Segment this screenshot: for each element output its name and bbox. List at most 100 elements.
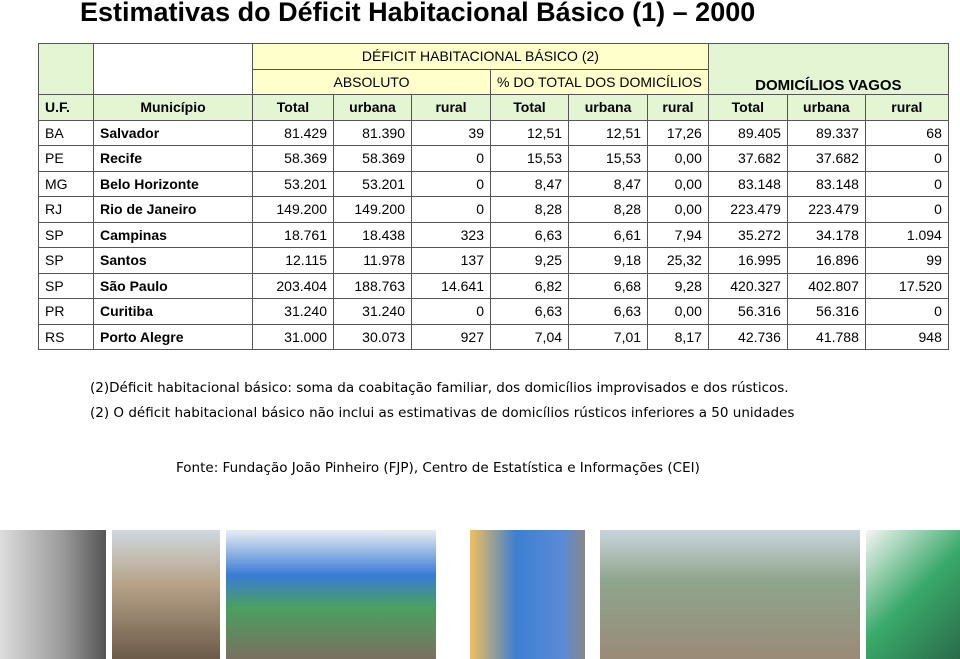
uf: SP — [38, 221, 94, 248]
municipio: Rio de Janeiro — [93, 196, 253, 223]
uf: SP — [38, 272, 94, 299]
photo — [470, 530, 585, 659]
value: 8,47 — [489, 170, 570, 197]
photo — [226, 530, 436, 659]
value: 9,25 — [489, 247, 570, 274]
value: 12,51 — [568, 119, 649, 146]
value: 15,53 — [489, 145, 570, 172]
value: 31.240 — [333, 298, 412, 325]
column-header: U.F. — [38, 94, 94, 121]
value: 0,00 — [647, 145, 709, 172]
value: 41.788 — [786, 323, 866, 350]
value: 0,00 — [647, 298, 709, 325]
value: 89.405 — [707, 119, 788, 146]
value: 203.404 — [252, 272, 334, 299]
value: 83.148 — [707, 170, 788, 197]
value: 37.682 — [707, 145, 788, 172]
value: 0,00 — [647, 196, 709, 223]
value: 8,17 — [647, 323, 709, 350]
value: 927 — [411, 323, 491, 350]
value: 34.178 — [786, 221, 866, 248]
value: 0 — [411, 170, 491, 197]
value: 149.200 — [252, 196, 334, 223]
value: 1.094 — [864, 221, 949, 248]
column-header: rural — [864, 94, 949, 121]
value: 0 — [411, 298, 491, 325]
column-header: rural — [647, 94, 709, 121]
value: 6,63 — [568, 298, 649, 325]
uf: PR — [38, 298, 94, 325]
value: 17,26 — [647, 119, 709, 146]
photo — [112, 530, 220, 659]
header-blank — [93, 43, 253, 95]
value: 0 — [864, 196, 949, 223]
value: 99 — [864, 247, 949, 274]
value: 12.115 — [252, 247, 334, 274]
value: 8,47 — [568, 170, 649, 197]
municipio: Belo Horizonte — [93, 170, 253, 197]
value: 0,00 — [647, 170, 709, 197]
value: 16.995 — [707, 247, 788, 274]
value: 58.369 — [252, 145, 334, 172]
value: 188.763 — [333, 272, 412, 299]
value: 9,28 — [647, 272, 709, 299]
value: 0 — [411, 196, 491, 223]
photo — [866, 530, 960, 659]
value: 0 — [864, 170, 949, 197]
column-header: Município — [93, 94, 253, 121]
value: 8,28 — [489, 196, 570, 223]
value: 149.200 — [333, 196, 412, 223]
value: 223.479 — [707, 196, 788, 223]
value: 37.682 — [786, 145, 866, 172]
value: 8,28 — [568, 196, 649, 223]
group-header: DÉFICIT HABITACIONAL BÁSICO (2) — [252, 43, 709, 70]
uf: BA — [38, 119, 94, 146]
value: 58.369 — [333, 145, 412, 172]
value: 18.761 — [252, 221, 334, 248]
municipio: Campinas — [93, 221, 253, 248]
value: 81.429 — [252, 119, 334, 146]
municipio: Santos — [93, 247, 253, 274]
value: 68 — [864, 119, 949, 146]
value: 39 — [411, 119, 491, 146]
value: 18.438 — [333, 221, 412, 248]
header-blank — [38, 43, 94, 95]
sub-header: ABSOLUTO — [252, 68, 491, 95]
value: 81.390 — [333, 119, 412, 146]
value: 83.148 — [786, 170, 866, 197]
value: 9,18 — [568, 247, 649, 274]
value: 16.896 — [786, 247, 866, 274]
column-header: rural — [411, 94, 491, 121]
uf: SP — [38, 247, 94, 274]
title: Estimativas do Déficit Habitacional Bási… — [80, 0, 756, 27]
value: 17.520 — [864, 272, 949, 299]
column-header: urbana — [786, 94, 866, 121]
column-header: urbana — [333, 94, 412, 121]
value: 14.641 — [411, 272, 491, 299]
value: 53.201 — [252, 170, 334, 197]
municipio: Curitiba — [93, 298, 253, 325]
value: 12,51 — [489, 119, 570, 146]
value: 223.479 — [786, 196, 866, 223]
value: 6,63 — [489, 221, 570, 248]
value: 31.000 — [252, 323, 334, 350]
value: 15,53 — [568, 145, 649, 172]
value: 25,32 — [647, 247, 709, 274]
municipio: Porto Alegre — [93, 323, 253, 350]
municipio: Salvador — [93, 119, 253, 146]
municipio: São Paulo — [93, 272, 253, 299]
value: 0 — [864, 298, 949, 325]
note: (2) O déficit habitacional básico não in… — [90, 405, 795, 421]
value: 31.240 — [252, 298, 334, 325]
municipio: Recife — [93, 145, 253, 172]
value: 6,82 — [489, 272, 570, 299]
value: 56.316 — [786, 298, 866, 325]
value: 7,94 — [647, 221, 709, 248]
value: 6,68 — [568, 272, 649, 299]
source: Fonte: Fundação João Pinheiro (FJP), Cen… — [176, 460, 700, 476]
uf: RS — [38, 323, 94, 350]
value: 35.272 — [707, 221, 788, 248]
value: 7,04 — [489, 323, 570, 350]
value: 420.327 — [707, 272, 788, 299]
